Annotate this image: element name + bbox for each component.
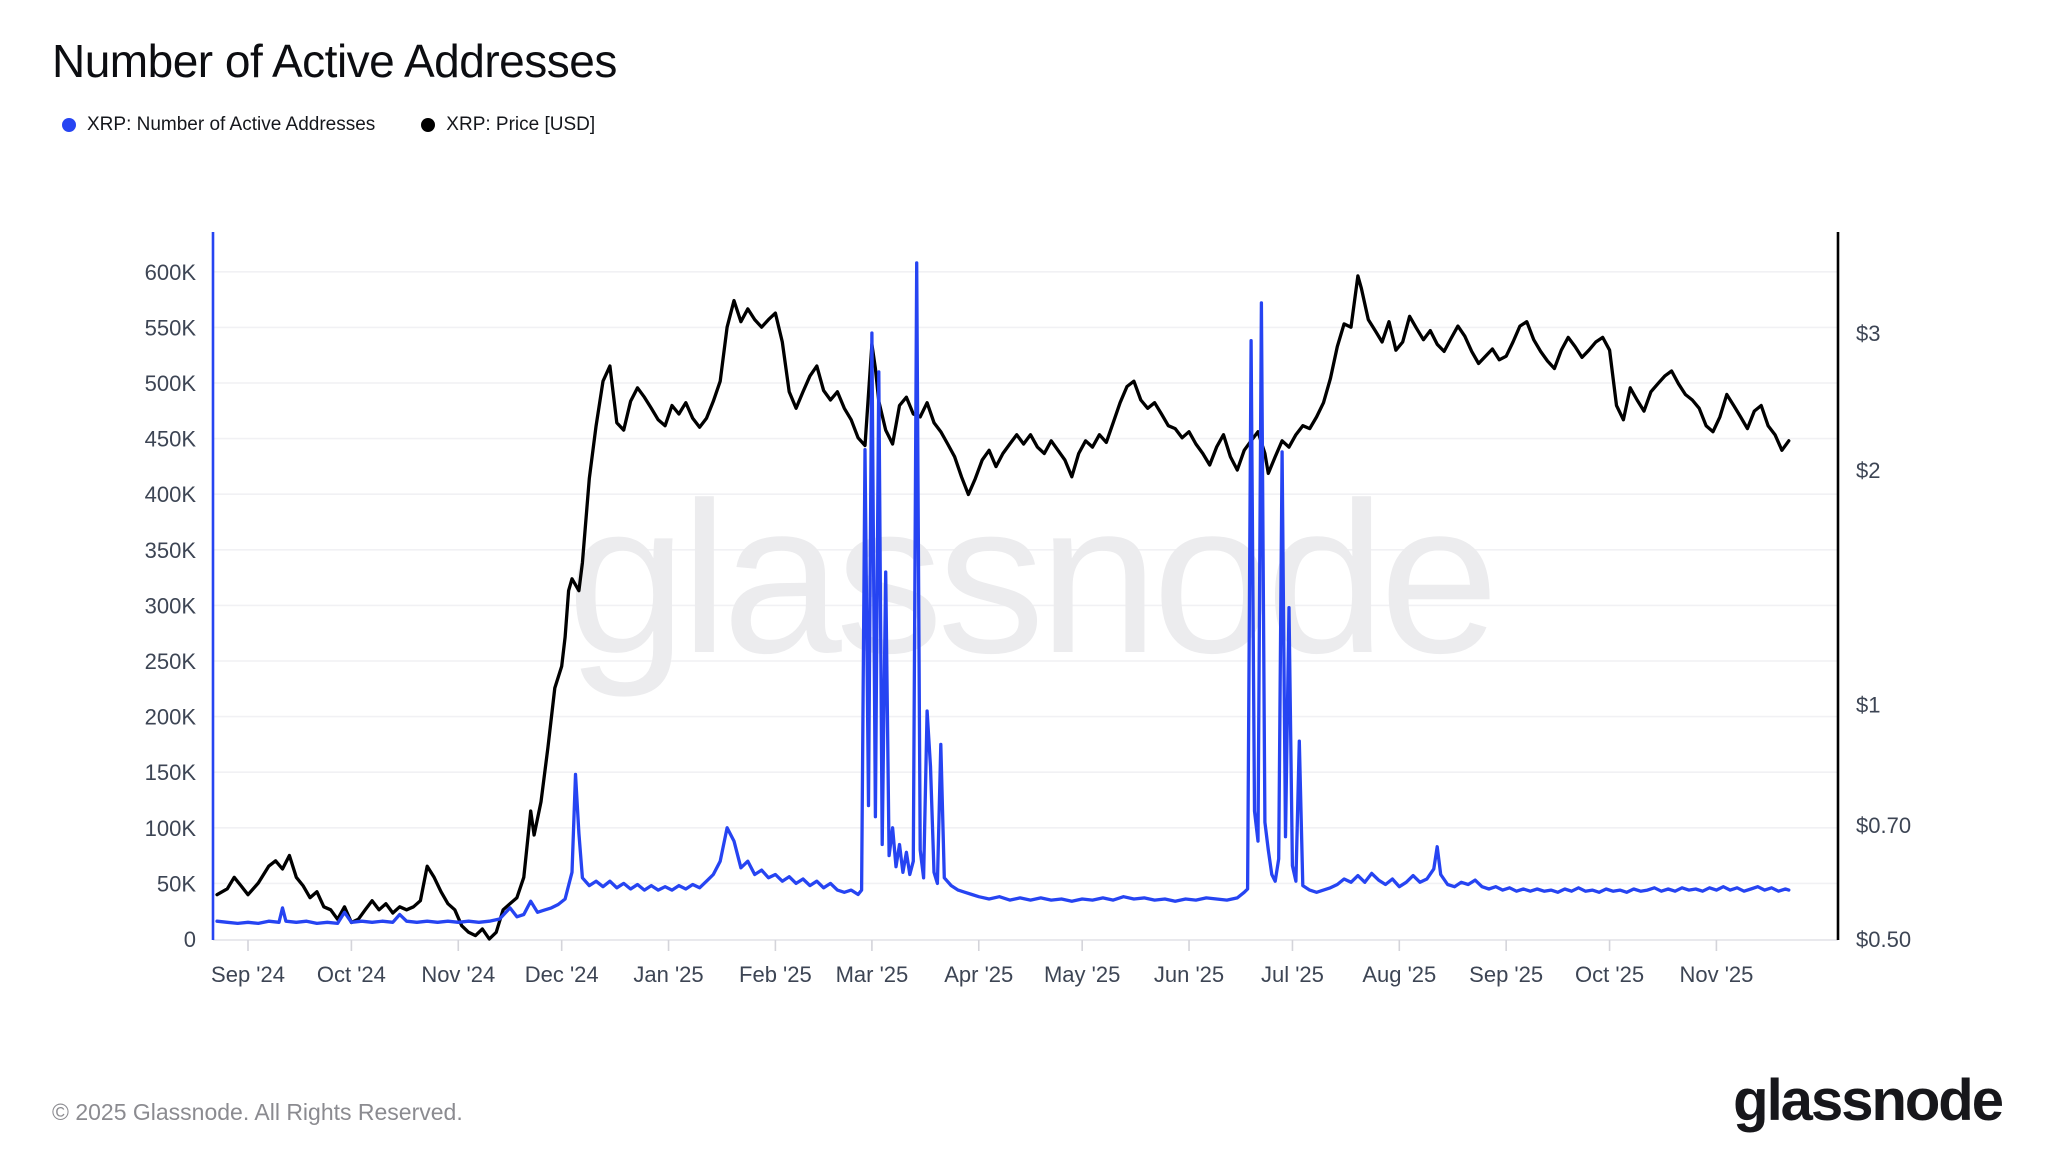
svg-text:350K: 350K <box>145 538 197 563</box>
svg-text:300K: 300K <box>145 593 197 618</box>
svg-text:600K: 600K <box>145 260 197 285</box>
svg-text:250K: 250K <box>145 649 197 674</box>
svg-text:$0.70: $0.70 <box>1856 813 1911 838</box>
svg-text:Jun '25: Jun '25 <box>1154 962 1224 987</box>
svg-text:$0.50: $0.50 <box>1856 927 1911 952</box>
svg-text:$1: $1 <box>1856 692 1880 717</box>
legend-item-price[interactable]: XRP: Price [USD] <box>421 114 595 136</box>
footer: © 2025 Glassnode. All Rights Reserved. g… <box>0 1062 2048 1152</box>
svg-text:Sep '24: Sep '24 <box>211 962 285 987</box>
svg-text:$2: $2 <box>1856 458 1880 483</box>
svg-text:$3: $3 <box>1856 321 1880 346</box>
glassnode-logo: glassnode <box>1733 1068 2004 1133</box>
svg-text:400K: 400K <box>145 482 197 507</box>
svg-text:200K: 200K <box>145 705 197 730</box>
copyright-text: © 2025 Glassnode. All Rights Reserved. <box>52 1099 463 1125</box>
svg-text:450K: 450K <box>145 427 197 452</box>
svg-text:500K: 500K <box>145 371 197 396</box>
svg-text:Dec '24: Dec '24 <box>525 962 599 987</box>
svg-text:Jul '25: Jul '25 <box>1261 962 1324 987</box>
svg-text:Feb '25: Feb '25 <box>739 962 812 987</box>
svg-text:Mar '25: Mar '25 <box>836 962 909 987</box>
page-title: Number of Active Addresses <box>52 35 617 87</box>
legend-dot-black-icon <box>421 118 436 132</box>
svg-text:Sep '25: Sep '25 <box>1469 962 1543 987</box>
chart-header: Number of Active Addresses XRP: Number o… <box>0 0 2048 136</box>
legend-label: XRP: Number of Active Addresses <box>87 114 376 135</box>
svg-text:Jan '25: Jan '25 <box>633 962 703 987</box>
svg-text:150K: 150K <box>145 760 197 785</box>
svg-text:May '25: May '25 <box>1044 962 1120 987</box>
svg-text:Nov '24: Nov '24 <box>421 962 495 987</box>
svg-text:0: 0 <box>184 927 196 952</box>
legend-item-active-addresses[interactable]: XRP: Number of Active Addresses <box>62 114 375 136</box>
svg-text:Oct '24: Oct '24 <box>317 962 386 987</box>
svg-text:glassnode: glassnode <box>567 457 1493 698</box>
legend: XRP: Number of Active Addresses XRP: Pri… <box>62 114 2048 136</box>
svg-text:100K: 100K <box>145 816 197 841</box>
legend-label: XRP: Price [USD] <box>446 114 596 135</box>
svg-text:Aug '25: Aug '25 <box>1362 962 1436 987</box>
svg-text:550K: 550K <box>145 315 197 340</box>
svg-text:Nov '25: Nov '25 <box>1679 962 1753 987</box>
svg-text:50K: 50K <box>157 871 196 896</box>
svg-text:Apr '25: Apr '25 <box>944 962 1013 987</box>
legend-dot-blue-icon <box>62 118 76 132</box>
svg-text:Oct '25: Oct '25 <box>1575 962 1644 987</box>
